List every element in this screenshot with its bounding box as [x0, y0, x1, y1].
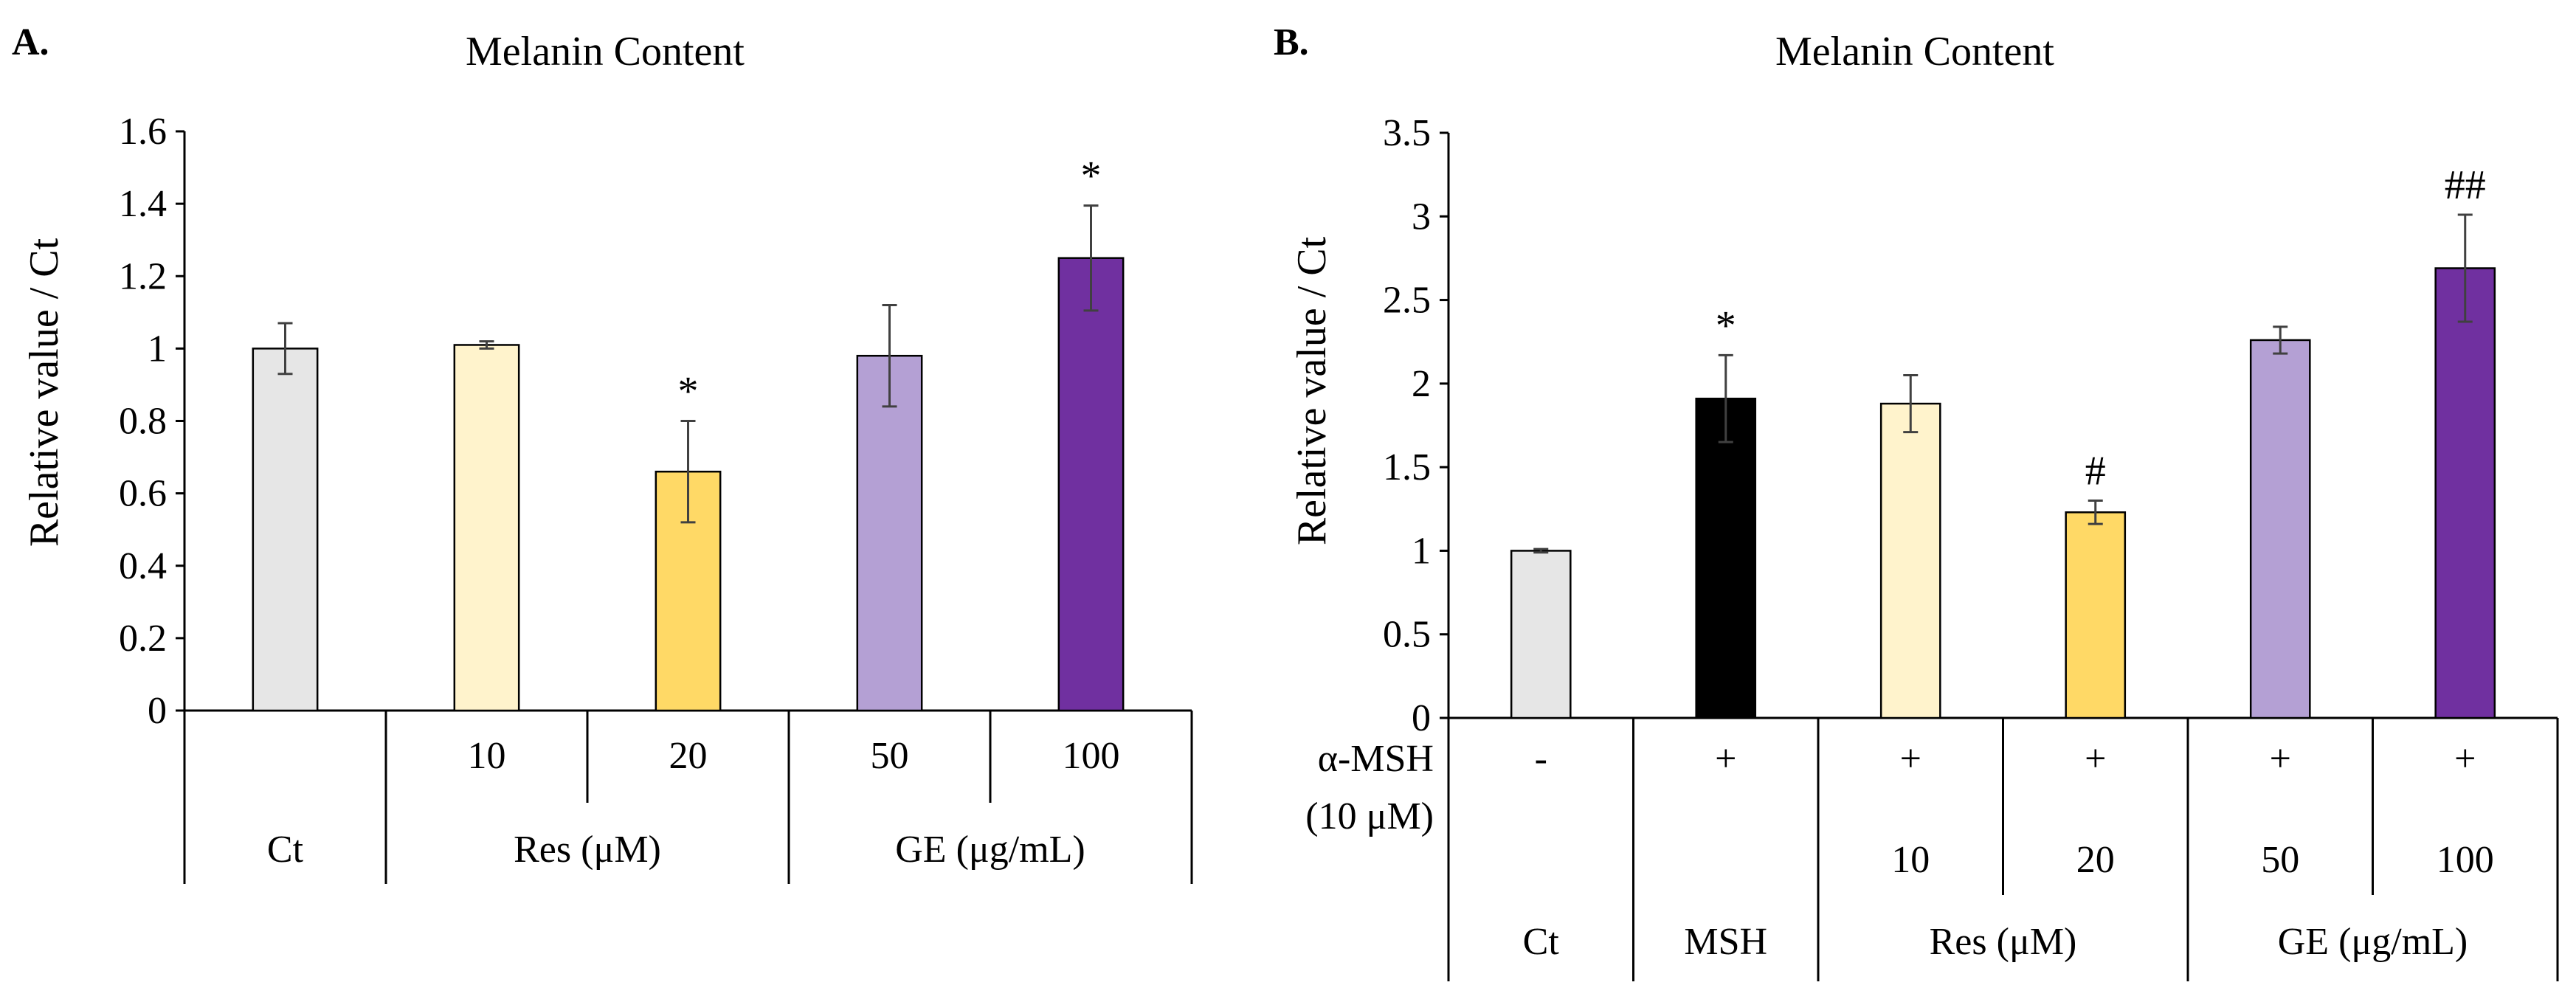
error-bar-a-0	[277, 322, 293, 376]
error-bar-b-1	[1718, 353, 1733, 443]
dose-label-b: 100	[2437, 839, 2494, 881]
significance-marker-b: ##	[2445, 162, 2486, 208]
dose-label-a: 20	[669, 735, 708, 777]
error-bar-b-5	[2457, 213, 2473, 323]
msh-marker-b: +	[2270, 738, 2291, 780]
bar-a-1	[453, 344, 520, 712]
dose-label-a: 50	[871, 735, 909, 777]
dose-label-b: 20	[2076, 839, 2115, 881]
y-tick-label-a: 1.2	[119, 255, 167, 297]
error-bar-b-0	[1533, 547, 1549, 554]
significance-marker-a: *	[1081, 153, 1102, 199]
y-tick-label-a: 0.2	[119, 618, 167, 660]
category-table-b: - + + + + +10 20 50 100 α-MSH (10 μM) Ct MSH Res (μM)…	[1305, 718, 2559, 981]
error-bar-b-3	[2088, 499, 2103, 525]
msh-marker-b: -	[1535, 738, 1547, 780]
row-label-msh: α-MSH	[1318, 738, 1434, 780]
row-label-concentration: (10 μM)	[1305, 795, 1434, 837]
panel-label-b: B.	[1274, 21, 1309, 63]
axes-b: 0 0.5 1 1.5 2 2.5 3 3.5	[1383, 112, 2558, 739]
y-tick-label-b: 0	[1412, 697, 1431, 739]
group-label-a: Res (μM)	[514, 829, 661, 871]
y-tick-label-b: 1	[1412, 530, 1431, 572]
y-tick-label-a: 1.6	[119, 111, 167, 153]
y-tick-label-a: 0.8	[119, 401, 167, 443]
y-tick-label-a: 0.6	[119, 473, 167, 515]
error-bar-a-4	[1083, 204, 1099, 312]
bar-b-4	[2249, 339, 2311, 719]
y-tick-label-b: 0.5	[1383, 614, 1431, 656]
group-label-a: GE (μg/mL)	[895, 829, 1085, 871]
chart-title-a: Melanin Content	[466, 29, 745, 75]
chart-panel-a: A. Melanin Content Relative value / Ct 0…	[12, 21, 1193, 884]
y-tick-label-a: 0.4	[119, 545, 167, 587]
y-axis-label-b: Relative value / Ct	[1289, 236, 1335, 545]
error-bar-b-2	[1903, 374, 1919, 434]
y-tick-label-a: 0	[148, 690, 167, 732]
msh-marker-b: +	[1715, 738, 1736, 780]
y-tick-label-b: 3.5	[1383, 112, 1431, 154]
y-tick-label-b: 1.5	[1383, 446, 1431, 488]
group-label-b: Ct	[1523, 921, 1560, 963]
error-bar-a-1	[479, 340, 494, 350]
panel-label-a: A.	[12, 21, 49, 63]
error-bar-a-3	[882, 304, 897, 408]
y-tick-label-b: 3	[1412, 196, 1431, 238]
group-label-b: GE (μg/mL)	[2278, 921, 2468, 963]
msh-marker-b: +	[1900, 738, 1921, 780]
axes-a: 0 0.2 0.4 0.6 0.8 1 1.2 1.4 1.6	[119, 111, 1192, 732]
dose-label-b: 50	[2261, 839, 2299, 881]
y-axis-label-a: Relative value / Ct	[21, 238, 67, 547]
bars-a: **	[252, 153, 1125, 712]
group-label-b: MSH	[1684, 921, 1767, 963]
y-tick-label-b: 2.5	[1383, 280, 1431, 322]
bar-a-3	[856, 354, 923, 712]
dose-label-a: 10	[468, 735, 506, 777]
bar-a-4	[1057, 257, 1125, 712]
bars-b: *###	[1510, 162, 2496, 719]
y-tick-label-a: 1	[148, 328, 167, 370]
category-table-a: 10 20 50 100 Ct Res (μM) GE (μg/mL)	[183, 711, 1193, 884]
bar-b-5	[2434, 267, 2496, 719]
msh-marker-b: +	[2085, 738, 2106, 780]
error-bar-b-4	[2273, 325, 2288, 355]
group-label-a: Ct	[267, 829, 304, 871]
significance-marker-b: *	[1716, 303, 1736, 348]
chart-panel-b: B. Melanin Content Relative value / Ct 0…	[1274, 21, 2559, 981]
y-tick-label-b: 2	[1412, 363, 1431, 405]
bar-b-3	[2065, 511, 2127, 719]
dose-label-a: 100	[1063, 735, 1120, 777]
chart-title-b: Melanin Content	[1775, 29, 2054, 75]
bar-b-1	[1695, 397, 1757, 719]
dose-label-b: 10	[1891, 839, 1930, 881]
bar-a-0	[252, 348, 319, 712]
significance-marker-b: #	[2085, 448, 2106, 494]
significance-marker-a: *	[678, 369, 699, 415]
bar-b-2	[1879, 402, 1941, 719]
bar-b-0	[1510, 550, 1572, 719]
group-label-b: Res (μM)	[1930, 921, 2077, 963]
y-tick-label-a: 1.4	[119, 183, 167, 225]
msh-marker-b: +	[2454, 738, 2476, 780]
error-bar-a-2	[680, 420, 696, 524]
